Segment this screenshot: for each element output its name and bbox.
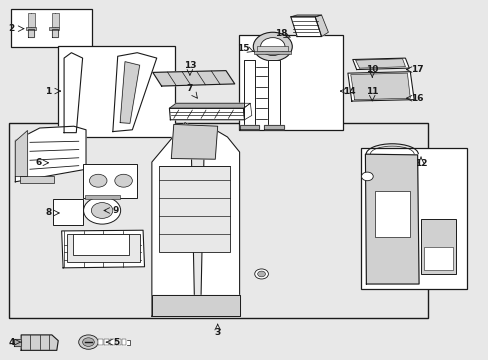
Bar	[238, 35, 343, 130]
Polygon shape	[264, 126, 283, 129]
Polygon shape	[267, 60, 279, 126]
Bar	[9, 123, 427, 318]
Polygon shape	[243, 103, 251, 120]
Text: 15: 15	[237, 44, 249, 53]
Polygon shape	[120, 62, 140, 123]
Text: 17: 17	[410, 65, 423, 74]
Bar	[66, 234, 140, 262]
Bar	[98, 339, 130, 345]
Text: 14: 14	[342, 86, 355, 95]
Bar	[360, 148, 466, 289]
Polygon shape	[113, 53, 157, 132]
Polygon shape	[15, 131, 27, 176]
Polygon shape	[352, 58, 408, 69]
Circle shape	[361, 172, 372, 181]
Text: 8: 8	[45, 208, 52, 217]
Polygon shape	[171, 125, 217, 159]
Polygon shape	[290, 17, 321, 37]
Circle shape	[89, 174, 107, 187]
Text: 4: 4	[8, 338, 15, 347]
Text: 5: 5	[113, 338, 120, 347]
Polygon shape	[15, 126, 86, 182]
Circle shape	[260, 38, 285, 55]
Polygon shape	[200, 130, 239, 316]
Polygon shape	[243, 60, 255, 126]
Bar	[11, 9, 92, 47]
Bar	[374, 191, 409, 237]
Polygon shape	[347, 72, 413, 101]
Circle shape	[82, 338, 94, 346]
Polygon shape	[290, 15, 321, 17]
Bar	[159, 166, 229, 252]
Text: 13: 13	[183, 62, 196, 71]
Polygon shape	[110, 339, 115, 345]
Text: 11: 11	[365, 86, 378, 95]
Bar	[73, 234, 129, 255]
Polygon shape	[61, 230, 144, 268]
Text: 2: 2	[8, 24, 15, 33]
Polygon shape	[152, 295, 239, 316]
Text: 3: 3	[214, 328, 221, 337]
Bar	[254, 51, 290, 54]
Bar	[84, 195, 120, 199]
Polygon shape	[52, 30, 58, 37]
Polygon shape	[169, 103, 250, 108]
Circle shape	[253, 32, 292, 61]
Bar	[53, 199, 82, 225]
Bar	[26, 27, 36, 30]
Bar	[20, 176, 54, 183]
Text: 12: 12	[414, 159, 427, 168]
Polygon shape	[21, 335, 58, 350]
Bar	[27, 13, 35, 27]
Polygon shape	[350, 73, 409, 100]
Circle shape	[83, 197, 121, 224]
Bar	[58, 45, 175, 137]
Text: 6: 6	[36, 158, 42, 167]
Bar	[256, 45, 288, 51]
Text: 18: 18	[274, 29, 287, 38]
Polygon shape	[122, 339, 126, 345]
Text: 10: 10	[366, 65, 378, 74]
Polygon shape	[27, 30, 34, 37]
Polygon shape	[355, 59, 405, 68]
Polygon shape	[98, 339, 103, 345]
Text: 9: 9	[112, 206, 118, 215]
Circle shape	[91, 203, 113, 219]
Text: 7: 7	[186, 84, 193, 93]
Bar	[423, 247, 452, 270]
Polygon shape	[315, 15, 328, 37]
Polygon shape	[169, 108, 244, 120]
Polygon shape	[64, 53, 82, 133]
Bar	[49, 27, 59, 30]
Polygon shape	[365, 154, 418, 284]
Polygon shape	[152, 123, 194, 316]
Bar	[52, 13, 59, 27]
Circle shape	[79, 335, 98, 349]
Text: 1: 1	[45, 86, 52, 95]
Circle shape	[254, 269, 268, 279]
Circle shape	[257, 271, 265, 277]
Polygon shape	[116, 339, 121, 345]
Text: 16: 16	[410, 94, 423, 103]
Bar	[82, 164, 137, 198]
Polygon shape	[104, 339, 109, 345]
Bar	[420, 220, 455, 274]
Circle shape	[115, 174, 132, 187]
Polygon shape	[153, 71, 234, 86]
Polygon shape	[14, 338, 21, 346]
Polygon shape	[239, 126, 259, 129]
